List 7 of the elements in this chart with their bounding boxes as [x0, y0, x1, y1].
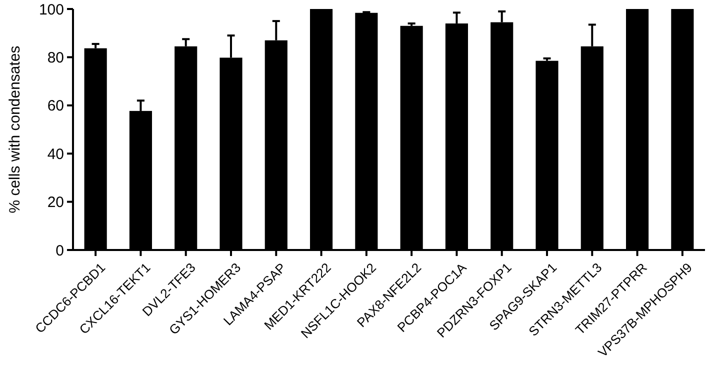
- y-axis-title: % cells with condensates: [6, 46, 24, 214]
- y-tick-label: 100: [38, 1, 64, 18]
- y-tick-label: 80: [47, 49, 64, 66]
- y-tick-label: 40: [47, 146, 64, 163]
- y-tick-label: 0: [56, 242, 64, 260]
- y-tick-label: 60: [47, 98, 64, 115]
- y-tick-label: 20: [47, 194, 64, 212]
